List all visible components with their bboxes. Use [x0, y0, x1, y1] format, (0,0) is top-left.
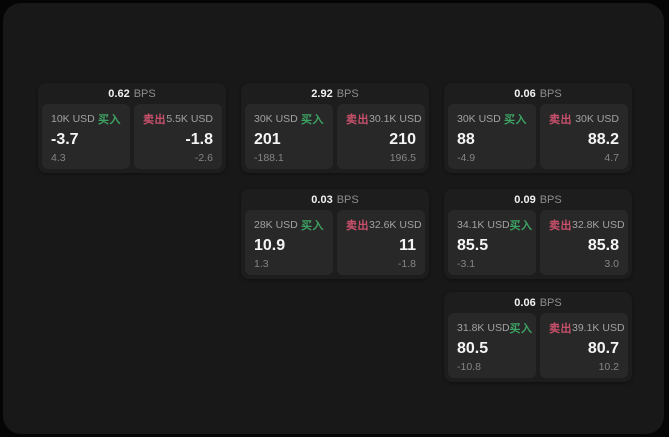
sell-panel[interactable]: 卖出 39.1K USD 80.7 10.2	[540, 313, 628, 378]
quote-card: 0.03 BPS 28K USD 买入 10.9 1.3 卖出 32.6K US…	[241, 189, 429, 279]
bps-unit-label: BPS	[336, 87, 359, 100]
sell-panel[interactable]: 卖出 5.5K USD -1.8 -2.6	[134, 104, 222, 169]
card-header: 0.06 BPS	[448, 292, 628, 313]
sell-change: -1.8	[397, 257, 416, 270]
bps-value: 0.06	[514, 296, 536, 309]
sell-button[interactable]: 卖出	[549, 323, 572, 335]
sell-price: -1.8	[185, 130, 213, 148]
buy-amount: 28K USD	[254, 219, 298, 231]
sell-panel[interactable]: 卖出 32.6K USD 11 -1.8	[337, 210, 425, 275]
sell-change: -2.6	[194, 151, 213, 164]
buy-price: 80.5	[457, 339, 489, 357]
buy-panel[interactable]: 30K USD 买入 201 -188.1	[245, 104, 333, 169]
bps-value: 0.03	[311, 193, 333, 206]
sell-button[interactable]: 卖出	[143, 114, 166, 126]
buy-button[interactable]: 买入	[509, 323, 533, 335]
quote-card: 2.92 BPS 30K USD 买入 201 -188.1 卖出 30.1K …	[241, 83, 429, 173]
app-surface: 0.62 BPS 10K USD 买入 -3.7 4.3 卖出 5.5K USD…	[3, 3, 664, 434]
sell-change: 10.2	[598, 360, 619, 373]
buy-change: 4.3	[51, 151, 66, 164]
buy-change: -10.8	[457, 360, 481, 373]
card-header: 0.06 BPS	[448, 83, 628, 104]
bps-value: 0.06	[514, 87, 536, 100]
buy-amount: 30K USD	[457, 113, 501, 125]
buy-panel[interactable]: 31.8K USD 买入 80.5 -10.8	[448, 313, 536, 378]
buy-amount: 31.8K USD	[457, 322, 510, 334]
quote-card: 0.06 BPS 30K USD 买入 88 -4.9 卖出 30K USD 8…	[444, 83, 632, 173]
buy-price: -3.7	[51, 130, 79, 148]
sell-panel[interactable]: 卖出 32.8K USD 85.8 3.0	[540, 210, 628, 275]
sell-amount: 39.1K USD	[572, 322, 625, 334]
buy-amount: 30K USD	[254, 113, 298, 125]
sell-price: 80.7	[587, 339, 619, 357]
bps-unit-label: BPS	[133, 87, 156, 100]
sell-button[interactable]: 卖出	[346, 220, 369, 232]
sell-panel[interactable]: 卖出 30K USD 88.2 4.7	[540, 104, 628, 169]
bps-value: 2.92	[311, 87, 333, 100]
buy-button[interactable]: 买入	[504, 114, 527, 126]
quote-card: 0.06 BPS 31.8K USD 买入 80.5 -10.8 卖出 39.1…	[444, 292, 632, 382]
sell-price: 210	[389, 130, 416, 148]
buy-change: -4.9	[457, 151, 476, 164]
sell-amount: 32.6K USD	[369, 219, 422, 231]
sell-change: 196.5	[389, 151, 416, 164]
sell-price: 85.8	[587, 236, 619, 254]
sell-button[interactable]: 卖出	[549, 114, 572, 126]
buy-change: -3.1	[457, 257, 476, 270]
buy-button[interactable]: 买入	[301, 114, 324, 126]
buy-panel[interactable]: 30K USD 买入 88 -4.9	[448, 104, 536, 169]
buy-change: 1.3	[254, 257, 269, 270]
sell-change: 3.0	[604, 257, 619, 270]
card-header: 2.92 BPS	[245, 83, 425, 104]
quote-card: 0.09 BPS 34.1K USD 买入 85.5 -3.1 卖出 32.8K…	[444, 189, 632, 279]
sell-panel[interactable]: 卖出 30.1K USD 210 196.5	[337, 104, 425, 169]
bps-unit-label: BPS	[539, 296, 562, 309]
card-header: 0.03 BPS	[245, 189, 425, 210]
card-header: 0.09 BPS	[448, 189, 628, 210]
buy-button[interactable]: 买入	[509, 220, 533, 232]
buy-amount: 10K USD	[51, 113, 95, 125]
sell-amount: 30K USD	[575, 113, 619, 125]
buy-button[interactable]: 买入	[98, 114, 121, 126]
buy-price: 88	[457, 130, 475, 148]
card-header: 0.62 BPS	[42, 83, 222, 104]
buy-amount: 34.1K USD	[457, 219, 510, 231]
buy-panel[interactable]: 10K USD 买入 -3.7 4.3	[42, 104, 130, 169]
bps-unit-label: BPS	[539, 193, 562, 206]
sell-price: 11	[399, 236, 416, 254]
sell-amount: 5.5K USD	[166, 113, 213, 125]
buy-price: 85.5	[457, 236, 489, 254]
quote-card: 0.62 BPS 10K USD 买入 -3.7 4.3 卖出 5.5K USD…	[38, 83, 226, 173]
buy-panel[interactable]: 28K USD 买入 10.9 1.3	[245, 210, 333, 275]
buy-button[interactable]: 买入	[301, 220, 324, 232]
sell-amount: 32.8K USD	[572, 219, 625, 231]
sell-price: 88.2	[587, 130, 619, 148]
bps-unit-label: BPS	[539, 87, 562, 100]
sell-button[interactable]: 卖出	[549, 220, 572, 232]
bps-value: 0.09	[514, 193, 536, 206]
sell-button[interactable]: 卖出	[346, 114, 369, 126]
bps-unit-label: BPS	[336, 193, 359, 206]
buy-price: 10.9	[254, 236, 286, 254]
buy-price: 201	[254, 130, 281, 148]
buy-change: -188.1	[254, 151, 284, 164]
bps-value: 0.62	[108, 87, 130, 100]
sell-change: 4.7	[604, 151, 619, 164]
sell-amount: 30.1K USD	[369, 113, 422, 125]
buy-panel[interactable]: 34.1K USD 买入 85.5 -3.1	[448, 210, 536, 275]
